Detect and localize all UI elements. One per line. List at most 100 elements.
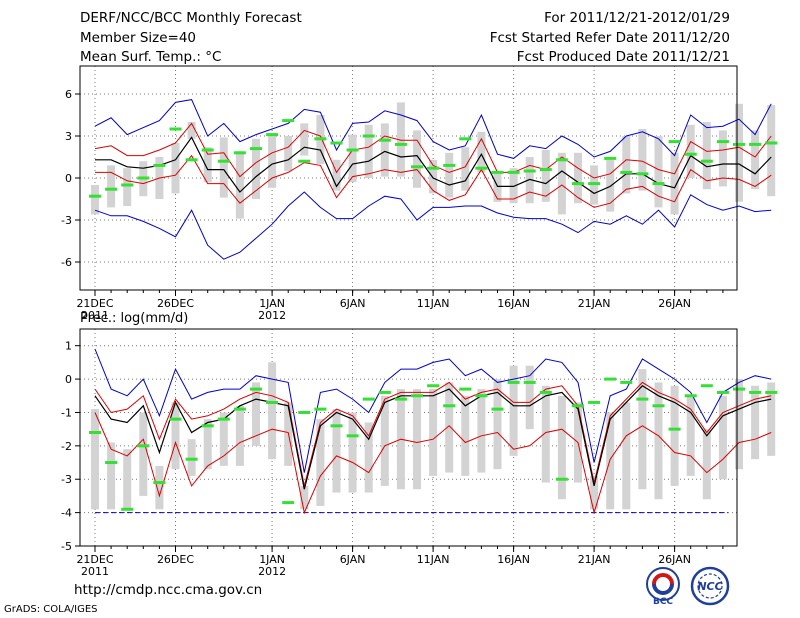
- observed-mark: [89, 194, 101, 198]
- observed-mark: [700, 159, 713, 163]
- bcc-logo: BCC: [646, 567, 680, 606]
- spread-box: [767, 105, 776, 197]
- observed-mark: [411, 165, 423, 169]
- spread-box: [91, 185, 99, 215]
- observed-mark: [394, 142, 407, 146]
- observed-mark: [153, 163, 166, 167]
- y-tick-label: -5: [61, 540, 72, 553]
- spread-box: [235, 405, 244, 466]
- observed-mark: [298, 159, 311, 163]
- observed-mark: [491, 407, 504, 411]
- observed-mark: [636, 397, 649, 401]
- panel-0: [75, 65, 778, 296]
- x-tick-label: 6JAN: [340, 553, 366, 566]
- observed-mark: [539, 390, 552, 394]
- spread-box: [139, 412, 148, 496]
- observed-mark: [266, 133, 279, 137]
- spread-box: [461, 395, 470, 476]
- spread-box: [429, 159, 438, 194]
- x-tick-label: 1JAN: [259, 297, 285, 310]
- y-tick-label: -1: [61, 406, 72, 419]
- x-year-label: 2011: [81, 565, 109, 578]
- spread-box: [219, 137, 228, 198]
- series-upper-line: [94, 122, 772, 179]
- observed-mark: [604, 377, 617, 381]
- observed-mark: [572, 404, 584, 408]
- x-tick-label: 26DEC: [157, 297, 194, 310]
- y-tick-label: -3: [61, 473, 72, 486]
- spread-box: [654, 382, 663, 500]
- spread-box: [332, 409, 341, 493]
- observed-mark: [733, 142, 745, 146]
- spread-box: [155, 465, 164, 510]
- spread-box: [493, 379, 502, 470]
- spread-box: [203, 147, 212, 183]
- observed-mark: [362, 397, 375, 401]
- observed-mark: [475, 394, 488, 398]
- spread-box: [638, 129, 647, 191]
- observed-mark: [233, 407, 246, 411]
- observed-mark: [765, 141, 778, 145]
- spread-box: [429, 389, 438, 476]
- observed-mark: [137, 176, 150, 180]
- spread-box: [525, 365, 534, 430]
- spread-box: [91, 409, 99, 510]
- spread-box: [718, 130, 727, 187]
- bcc-logo-text: BCC: [653, 597, 673, 606]
- spread-box: [541, 385, 550, 483]
- observed-mark: [185, 457, 198, 461]
- spread-box: [557, 152, 566, 215]
- series-lower-line: [94, 412, 772, 515]
- spread-box: [751, 385, 760, 460]
- x-year-label: 2012: [258, 309, 286, 322]
- observed-mark: [523, 380, 536, 384]
- observed-mark: [266, 400, 279, 404]
- observed-mark: [765, 390, 778, 394]
- y-tick-label: -4: [61, 507, 72, 520]
- observed-mark: [507, 170, 520, 174]
- spread-box: [622, 402, 631, 510]
- x-tick-label: 11JAN: [417, 297, 450, 310]
- spread-box: [187, 439, 196, 476]
- observed-mark: [668, 427, 681, 431]
- observed-mark: [330, 141, 343, 145]
- observed-mark: [459, 387, 472, 391]
- observed-mark: [427, 166, 440, 170]
- observed-mark: [507, 380, 520, 384]
- x-year-label: 2011: [81, 309, 109, 322]
- spread-box: [670, 152, 679, 215]
- series-max-line: [94, 348, 772, 473]
- series-upper-line: [94, 381, 772, 487]
- observed-mark: [555, 158, 568, 162]
- y-tick-label: 3: [65, 130, 72, 143]
- ncc-logo: NCC: [690, 566, 730, 606]
- spread-box: [123, 168, 132, 206]
- spread-box: [557, 395, 566, 500]
- observed-mark: [555, 477, 568, 481]
- observed-mark: [491, 170, 504, 174]
- y-tick-label: -3: [61, 214, 72, 227]
- observed-mark: [250, 147, 262, 151]
- spread-box: [670, 385, 679, 486]
- observed-mark: [282, 501, 295, 505]
- observed-mark: [105, 187, 118, 191]
- observed-mark: [604, 156, 617, 160]
- observed-mark: [668, 140, 681, 144]
- spread-box: [187, 122, 196, 139]
- observed-mark: [716, 390, 729, 394]
- observed-mark: [411, 394, 423, 398]
- x-tick-label: 16JAN: [497, 297, 530, 310]
- spread-box: [171, 402, 180, 470]
- website-url[interactable]: http://cmdp.ncc.cma.gov.cn: [74, 582, 263, 598]
- y-tick-label: -6: [61, 256, 72, 269]
- y-tick-label: 6: [65, 88, 72, 101]
- spread-box: [268, 362, 277, 460]
- spread-box: [380, 395, 389, 486]
- series-max-line: [94, 99, 772, 159]
- spread-box: [525, 157, 534, 204]
- spread-box: [654, 136, 663, 208]
- spread-box: [509, 365, 518, 456]
- spread-box: [735, 103, 743, 202]
- spread-box: [574, 152, 582, 204]
- observed-mark: [233, 151, 246, 155]
